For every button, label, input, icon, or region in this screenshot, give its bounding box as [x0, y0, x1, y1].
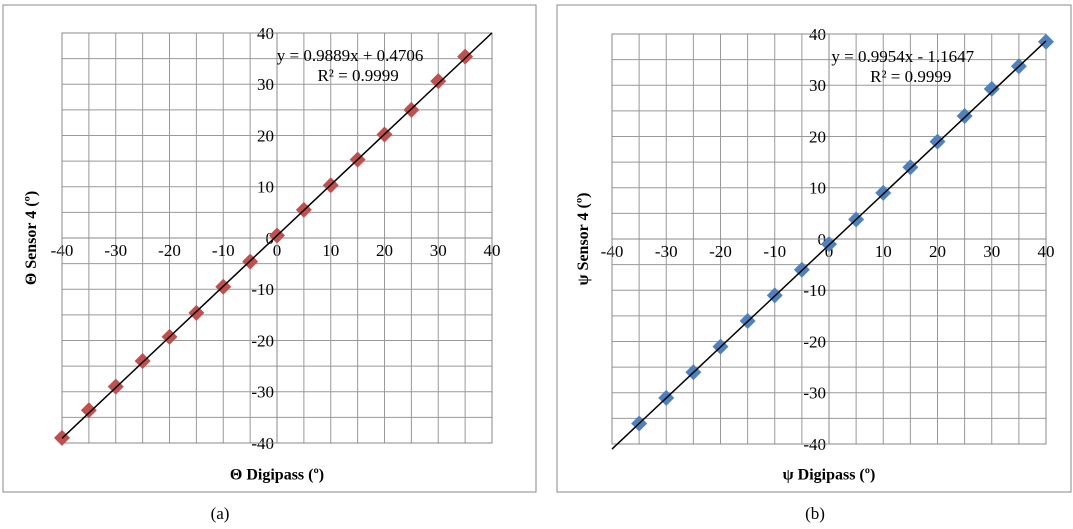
x-tick-label: -20: [709, 242, 732, 261]
y-axis-title: ψ Sensor 4 (º): [575, 193, 592, 286]
y-tick-label: 10: [809, 179, 826, 198]
x-tick-label: 30: [983, 242, 1000, 261]
trendline-equation: y = 0.9889x + 0.4706: [277, 46, 424, 65]
y-tick-label: -30: [803, 384, 826, 403]
x-tick-label: -30: [655, 242, 678, 261]
x-tick-label: 30: [430, 241, 447, 260]
x-tick-label: -20: [158, 241, 181, 260]
x-tick-label: 20: [376, 241, 393, 260]
r-squared: R² = 0.9999: [870, 67, 951, 86]
y-tick-label: -10: [803, 281, 826, 300]
x-tick-label: 10: [322, 241, 339, 260]
y-tick-label: 30: [257, 75, 274, 94]
y-tick-label: 20: [809, 127, 826, 146]
figure: -40-30-20-10010203040-40-30-20-100102030…: [0, 0, 1073, 529]
y-tick-label: 10: [257, 178, 274, 197]
x-tick-label: 20: [929, 242, 946, 261]
caption: (b): [805, 504, 825, 523]
y-tick-label: 20: [257, 126, 274, 145]
y-tick-label: -20: [251, 331, 274, 350]
x-tick-label: -30: [104, 241, 127, 260]
y-tick-label: 30: [809, 76, 826, 95]
trendline-equation: y = 0.9954x - 1.1647: [831, 47, 974, 66]
x-tick-label: -10: [763, 242, 786, 261]
y-tick-label: -30: [251, 383, 274, 402]
caption: (a): [211, 504, 230, 523]
y-tick-label: -20: [803, 332, 826, 351]
r-squared: R² = 0.9999: [317, 66, 398, 85]
x-tick-label: -10: [212, 241, 235, 260]
y-tick-label: -10: [251, 280, 274, 299]
x-tick-label: 10: [875, 242, 892, 261]
y-axis-title: Θ Sensor 4 (º): [23, 191, 40, 285]
x-axis-title: ψ Digipass (º): [783, 467, 876, 484]
x-axis-title: Θ Digipass (º): [230, 467, 324, 484]
